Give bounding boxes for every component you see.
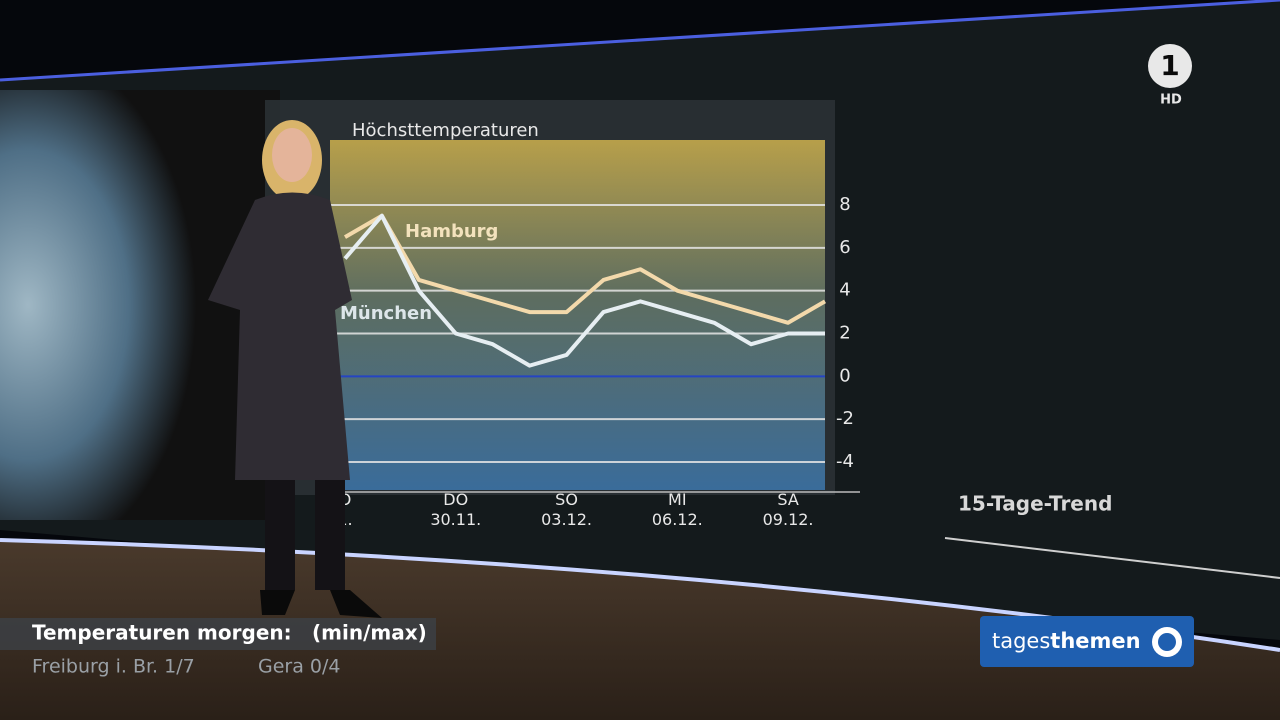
y-tick-label: -4 (836, 451, 854, 472)
ticker-title: Temperaturen morgen: (32, 621, 292, 645)
x-tick-label: SO 03.12. (541, 490, 592, 529)
x-tick-label: SA 09.12. (763, 490, 814, 529)
brand-box (980, 616, 1194, 667)
brand-text: tagesthemen (992, 629, 1141, 653)
x-tick-line: 06.12. (652, 510, 703, 529)
chart-title: Höchsttemperaturen (352, 120, 539, 141)
y-tick-label: 2 (839, 323, 850, 344)
ticker-item: Gera 0/4 (258, 656, 341, 678)
x-tick-label: DO 30.11. (430, 490, 481, 529)
brand-icon-inner (1158, 633, 1176, 651)
x-tick-line: SO (555, 490, 578, 509)
channel-logo (1148, 44, 1192, 88)
x-tick-line: 03.12. (541, 510, 592, 529)
x-tick-line: 30.11. (430, 510, 481, 529)
ticker-bar (0, 618, 436, 650)
chart: -4-202468O1.DO30.11.SO03.12.MI06.12.SA09… (330, 194, 860, 529)
y-tick-label: 0 (839, 365, 850, 386)
x-tick-line: 09.12. (763, 510, 814, 529)
y-tick-label: 6 (839, 237, 850, 258)
presenter (208, 120, 382, 618)
earth-image (0, 90, 280, 520)
brand-bold: themen (1050, 629, 1140, 653)
series-line (343, 213, 825, 368)
brand-light: tages (992, 629, 1050, 653)
plot-area (330, 140, 825, 490)
y-tick-label: 4 (839, 280, 850, 301)
series-line (343, 213, 827, 325)
x-tick-line: DO (443, 490, 468, 509)
y-tick-label: -2 (836, 408, 854, 429)
series-label: Hamburg (405, 221, 498, 242)
y-tick-label: 8 (839, 194, 850, 215)
x-tick-line: MI (668, 490, 687, 509)
side-label: 15-Tage-Trend (958, 492, 1112, 516)
ticker-item: Freiburg i. Br. 1/7 (32, 656, 195, 678)
divider (944, 537, 1280, 579)
channel-number: 1 (1160, 49, 1179, 82)
hd-label: HD (1160, 93, 1182, 108)
wall-edge (0, 0, 1280, 82)
ticker-unit: (min/max) (312, 621, 427, 645)
x-tick-line: SA (777, 490, 798, 509)
series-label: München (340, 303, 432, 324)
x-tick-label: MI 06.12. (652, 490, 703, 529)
